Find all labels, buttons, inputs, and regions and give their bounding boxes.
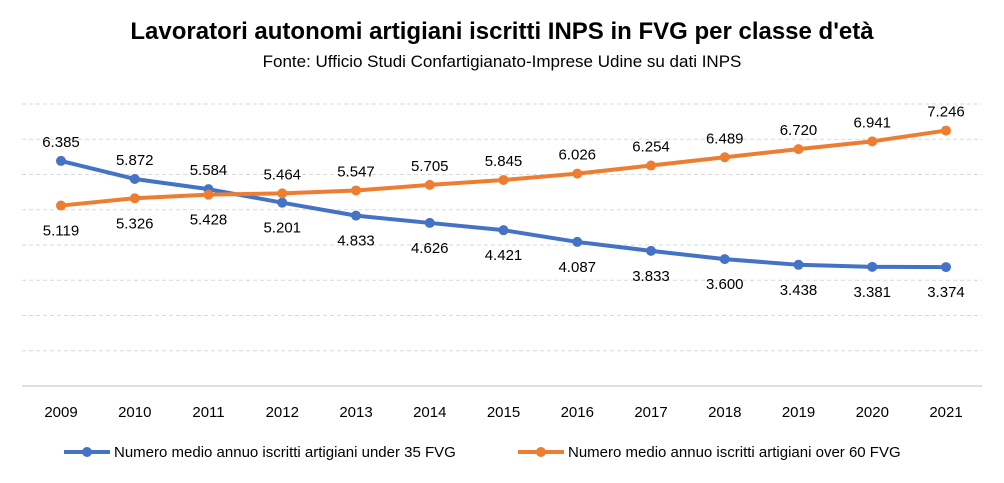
- x-tick-label: 2018: [708, 404, 741, 421]
- data-point: [351, 210, 361, 221]
- data-label: 5.584: [190, 162, 228, 179]
- x-tick-label: 2012: [266, 404, 299, 421]
- data-point: [793, 144, 804, 155]
- x-tick-label: 2015: [487, 404, 520, 421]
- data-label: 6.254: [632, 139, 670, 156]
- data-label: 5.428: [190, 212, 228, 229]
- x-tick-label: 2014: [413, 404, 446, 421]
- x-tick-label: 2010: [118, 404, 151, 421]
- legend-label: Numero medio annuo iscritti artigiani un…: [114, 444, 456, 461]
- data-label: 5.326: [116, 215, 154, 232]
- series-lines: [56, 125, 951, 273]
- data-point: [793, 259, 804, 270]
- data-label: 6.941: [853, 114, 891, 131]
- data-point: [572, 168, 583, 179]
- data-label: 4.087: [558, 259, 596, 276]
- data-point: [277, 188, 288, 199]
- data-label: 3.374: [927, 284, 965, 301]
- data-point: [424, 217, 435, 228]
- x-tick-label: 2021: [929, 404, 962, 421]
- x-tick-label: 2019: [782, 404, 815, 421]
- data-label: 5.464: [263, 166, 301, 183]
- data-label: 5.119: [43, 223, 79, 240]
- x-axis: 2009 2010 2011 2012 2013 2014 2015 2016 2017 2018…: [22, 385, 982, 421]
- data-point: [719, 254, 730, 265]
- x-tick-label: 2016: [561, 404, 594, 421]
- data-point: [56, 200, 66, 211]
- x-tick-label: 2009: [44, 404, 77, 421]
- data-label: 4.421: [485, 247, 523, 264]
- data-label: 3.833: [632, 268, 670, 285]
- data-label: 3.600: [706, 276, 744, 293]
- data-point: [941, 262, 951, 273]
- gridlines: [22, 103, 982, 352]
- data-point: [56, 155, 66, 166]
- data-label: 7.246: [927, 104, 965, 121]
- data-label: 5.547: [337, 163, 375, 180]
- data-point: [203, 189, 214, 200]
- data-label: 3.438: [780, 282, 818, 299]
- data-label: 5.201: [263, 220, 301, 237]
- data-label: 5.845: [485, 153, 523, 170]
- data-point: [867, 261, 878, 272]
- data-label: 5.705: [411, 158, 449, 175]
- x-tick-label: 2013: [339, 404, 372, 421]
- chart-subtitle: Fonte: Ufficio Studi Confartigianato-Imp…: [262, 52, 742, 71]
- data-point: [498, 174, 509, 185]
- legend-item: Numero medio annuo iscritti artigiani un…: [64, 444, 456, 461]
- legend-label: Numero medio annuo iscritti artigiani ov…: [568, 444, 901, 461]
- legend: Numero medio annuo iscritti artigiani un…: [64, 444, 901, 461]
- data-point: [719, 152, 730, 163]
- data-label: 3.381: [853, 284, 891, 301]
- legend-marker: [82, 447, 92, 457]
- data-labels: 6.385 5.119 5.872 5.326 5.584 5.428 5.201 5.464…: [42, 104, 965, 301]
- data-point: [646, 245, 656, 256]
- data-label: 6.385: [42, 134, 80, 151]
- data-point: [646, 160, 656, 171]
- data-point: [867, 136, 878, 147]
- data-label: 5.872: [116, 152, 154, 169]
- data-point: [129, 193, 140, 204]
- data-point: [572, 236, 583, 247]
- data-label: 6.026: [558, 147, 596, 164]
- data-label: 4.833: [337, 233, 375, 250]
- data-point: [424, 179, 435, 190]
- data-point: [498, 225, 509, 236]
- data-point: [941, 125, 951, 136]
- chart-title: Lavoratori autonomi artigiani iscritti I…: [130, 18, 874, 45]
- data-point: [129, 174, 140, 185]
- legend-item: Numero medio annuo iscritti artigiani ov…: [518, 444, 901, 461]
- legend-marker: [536, 447, 546, 457]
- data-point: [351, 185, 361, 196]
- x-tick-label: 2011: [192, 404, 224, 421]
- data-label: 6.720: [780, 122, 818, 139]
- x-tick-label: 2017: [634, 404, 667, 421]
- data-point: [277, 197, 288, 208]
- x-tick-label: 2020: [856, 404, 889, 421]
- data-label: 6.489: [706, 130, 744, 147]
- data-label: 4.626: [411, 240, 449, 257]
